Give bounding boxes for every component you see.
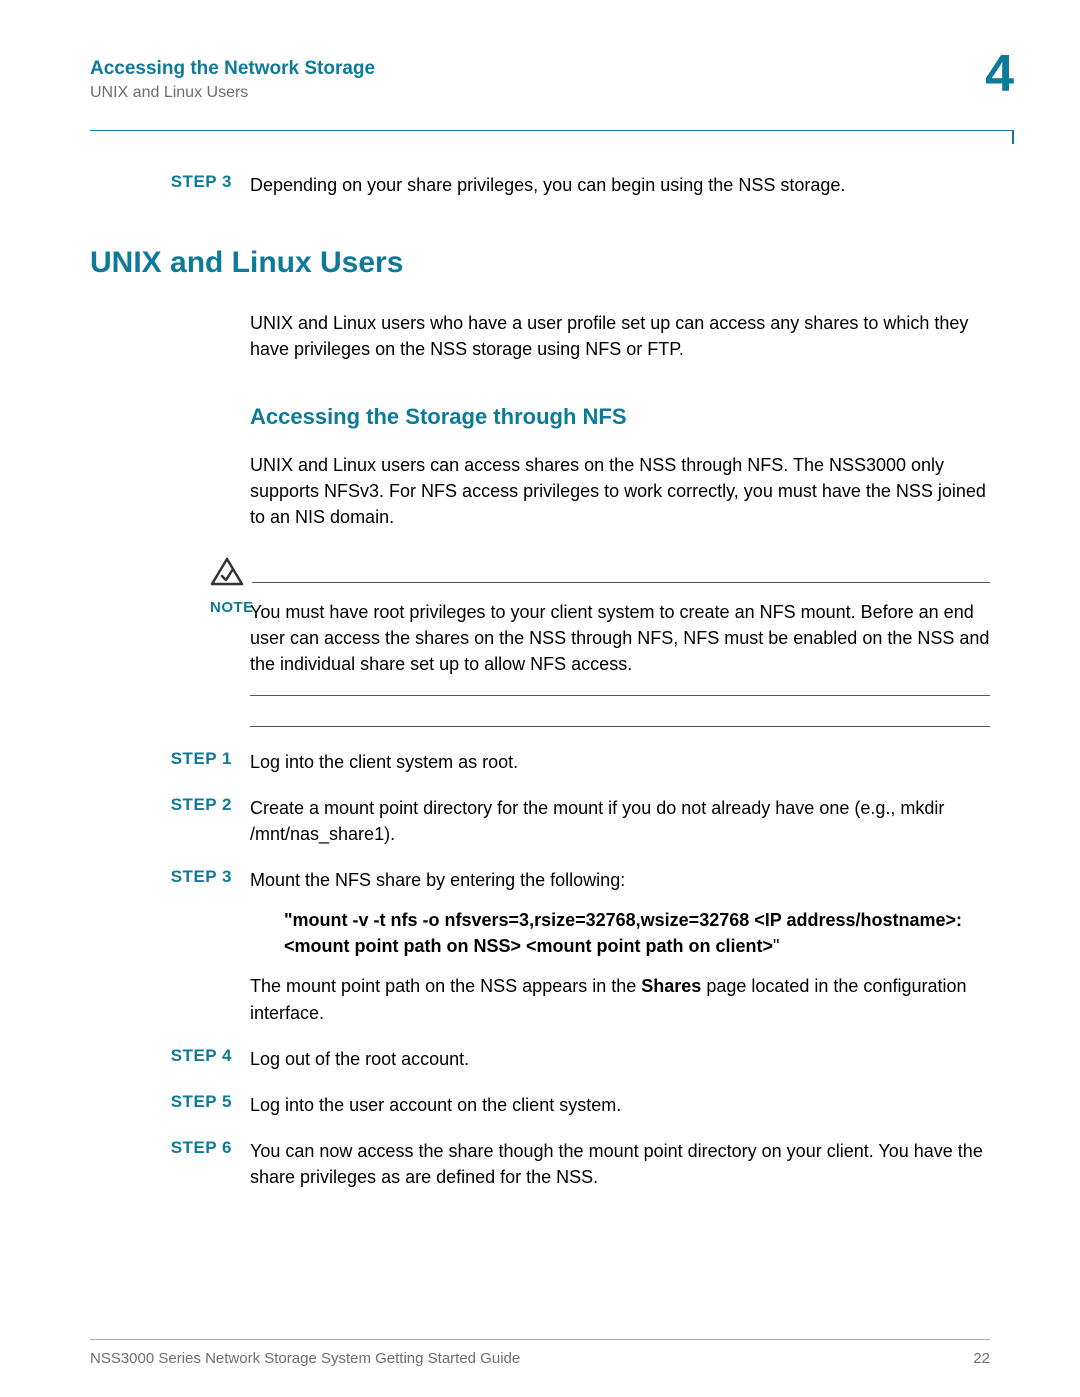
header-rule: [90, 130, 990, 132]
step-label: STEP 3: [90, 867, 250, 1025]
step-label: STEP 3: [90, 172, 250, 198]
step-row: STEP 3 Mount the NFS share by entering t…: [90, 867, 990, 1025]
step-text: Depending on your share privileges, you …: [250, 172, 990, 198]
step-label: STEP 2: [90, 795, 250, 847]
step-label: STEP 6: [90, 1138, 250, 1190]
step-label: STEP 4: [90, 1046, 250, 1072]
body-paragraph: UNIX and Linux users can access shares o…: [250, 452, 990, 530]
note-icon: [210, 557, 244, 587]
step-label: STEP 5: [90, 1092, 250, 1118]
steps-top-rule: [250, 726, 990, 727]
page-footer: NSS3000 Series Network Storage System Ge…: [90, 1339, 990, 1367]
command-block: "mount -v -t nfs -o nfsvers=3,rsize=3276…: [284, 907, 990, 959]
step-text: Log into the client system as root.: [250, 749, 990, 775]
step-text: Create a mount point directory for the m…: [250, 795, 990, 847]
section-heading-2: Accessing the Storage through NFS: [250, 404, 990, 430]
step-text: Log out of the root account.: [250, 1046, 990, 1072]
step-row: STEP 1 Log into the client system as roo…: [90, 749, 990, 775]
header-title: Accessing the Network Storage: [90, 58, 990, 80]
step-row: STEP 6 You can now access the share thou…: [90, 1138, 990, 1190]
step-text: Mount the NFS share by entering the foll…: [250, 870, 625, 890]
page-number: 22: [973, 1350, 990, 1367]
document-page: Accessing the Network Storage UNIX and L…: [0, 0, 1080, 1397]
chapter-number: 4: [985, 44, 1014, 104]
step-row: STEP 4 Log out of the root account.: [90, 1046, 990, 1072]
page-content: STEP 3 Depending on your share privilege…: [90, 132, 990, 1190]
note-label: NOTE: [210, 599, 250, 677]
text-bold: Shares: [641, 976, 701, 996]
step-row: STEP 5 Log into the user account on the …: [90, 1092, 990, 1118]
note-text: You must have root privileges to your cl…: [250, 599, 990, 677]
note-block: NOTE You must have root privileges to yo…: [210, 557, 990, 696]
page-header: Accessing the Network Storage UNIX and L…: [90, 58, 990, 128]
intro-paragraph: UNIX and Linux users who have a user pro…: [250, 310, 990, 362]
step-label: STEP 1: [90, 749, 250, 775]
header-subtitle: UNIX and Linux Users: [90, 84, 990, 102]
step-row: STEP 3 Depending on your share privilege…: [90, 172, 990, 198]
step-body: Mount the NFS share by entering the foll…: [250, 867, 990, 1025]
text-run: The mount point path on the NSS appears …: [250, 976, 641, 996]
step-subparagraph: The mount point path on the NSS appears …: [250, 973, 990, 1025]
step-text: Log into the user account on the client …: [250, 1092, 990, 1118]
section-heading-1: UNIX and Linux Users: [90, 246, 990, 280]
step-row: STEP 2 Create a mount point directory fo…: [90, 795, 990, 847]
footer-title: NSS3000 Series Network Storage System Ge…: [90, 1350, 520, 1367]
command-tail: ": [773, 936, 779, 956]
command-text: "mount -v -t nfs -o nfsvers=3,rsize=3276…: [284, 910, 962, 956]
step-text: You can now access the share though the …: [250, 1138, 990, 1190]
